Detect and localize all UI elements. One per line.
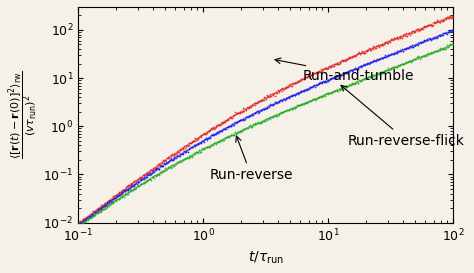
Text: Run-reverse: Run-reverse	[210, 136, 293, 182]
Text: Run-reverse-flick: Run-reverse-flick	[341, 85, 465, 148]
Text: Run-and-tumble: Run-and-tumble	[275, 58, 415, 83]
Y-axis label: $\dfrac{\langle[\mathbf{r}(t)-\mathbf{r}(0)]^2\rangle_{\rm rw}}{(v\tau_{\rm run}: $\dfrac{\langle[\mathbf{r}(t)-\mathbf{r}…	[7, 71, 40, 159]
X-axis label: $t/\tau_{\rm run}$: $t/\tau_{\rm run}$	[247, 250, 283, 266]
